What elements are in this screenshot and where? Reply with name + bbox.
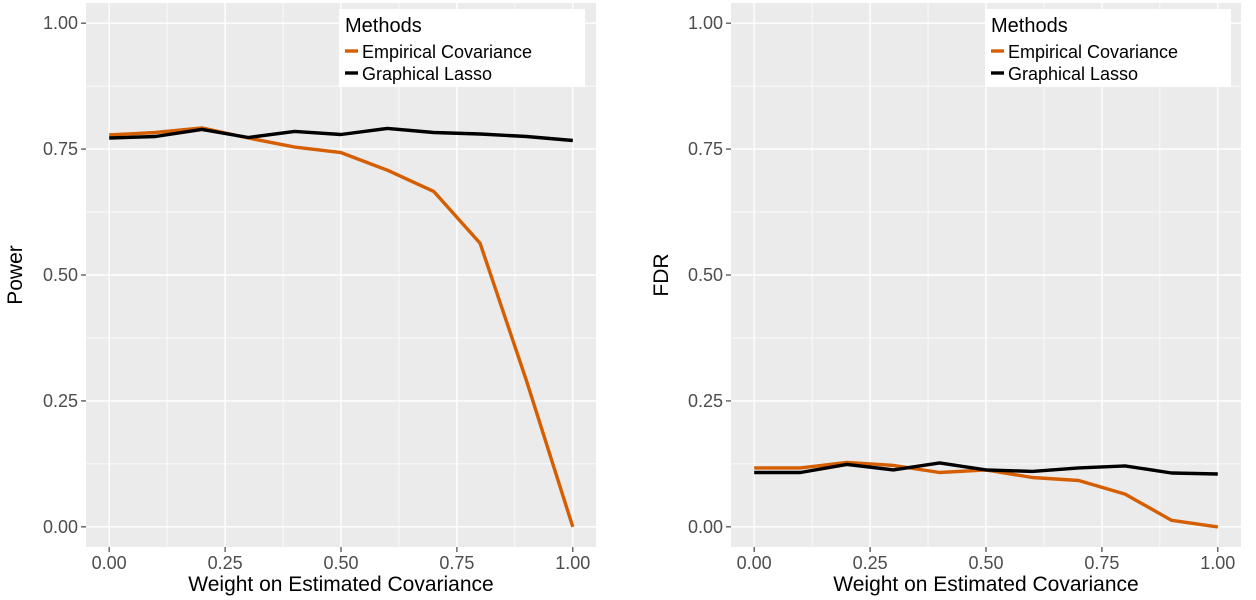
x-tick-label: 1.00 [555, 553, 590, 573]
x-tick-label: 0.50 [323, 553, 358, 573]
legend-label-graphical-lasso: Graphical Lasso [1008, 64, 1138, 84]
series-line-graphical-lasso [109, 126, 573, 143]
y-tick-label: 0.50 [688, 265, 723, 285]
x-tick-label: 0.00 [92, 553, 127, 573]
x-tick-label: 0.25 [208, 553, 243, 573]
x-tick-label: 0.50 [968, 553, 1003, 573]
legend-box [339, 9, 585, 87]
legend-title: Methods [991, 15, 1068, 37]
x-tick-label: 1.00 [1200, 553, 1235, 573]
y-tick-label: 0.00 [43, 517, 78, 537]
y-axis-title: Power [4, 245, 27, 305]
y-tick-label: 1.00 [43, 13, 78, 33]
series-line-graphical-lasso [754, 461, 1218, 476]
chart-panel-1: 0.00 0.25 0.50 0.75 1.00 0.00 0.25 0.50 0.75 1.00… [4, 3, 596, 596]
y-axis-title: FDR [650, 253, 673, 296]
x-axis-title: Weight on Estimated Covariance [833, 573, 1138, 596]
y-tick-label: 0.75 [43, 139, 78, 159]
y-tick-label: 0.75 [688, 139, 723, 159]
x-axis-title: Weight on Estimated Covariance [188, 573, 493, 596]
chart-panel-2: 0.00 0.25 0.50 0.75 1.00 0.00 0.25 0.50 0.75 1.00… [650, 3, 1241, 596]
y-tick-label: 0.00 [688, 517, 723, 537]
legend-label-empirical-covariance: Empirical Covariance [1008, 42, 1178, 62]
y-tick-label: 0.25 [688, 391, 723, 411]
legend-label-empirical-covariance: Empirical Covariance [362, 42, 532, 62]
y-tick-label: 1.00 [688, 13, 723, 33]
legend-box [985, 9, 1231, 87]
x-tick-label: 0.75 [439, 553, 474, 573]
x-tick-label: 0.25 [853, 553, 888, 573]
y-tick-label: 0.25 [43, 391, 78, 411]
legend-title: Methods [345, 15, 422, 37]
legend-label-graphical-lasso: Graphical Lasso [362, 64, 492, 84]
x-tick-label: 0.75 [1084, 553, 1119, 573]
series-line-empirical-covariance [109, 126, 575, 528]
x-tick-label: 0.00 [737, 553, 772, 573]
y-tick-label: 0.50 [43, 265, 78, 285]
